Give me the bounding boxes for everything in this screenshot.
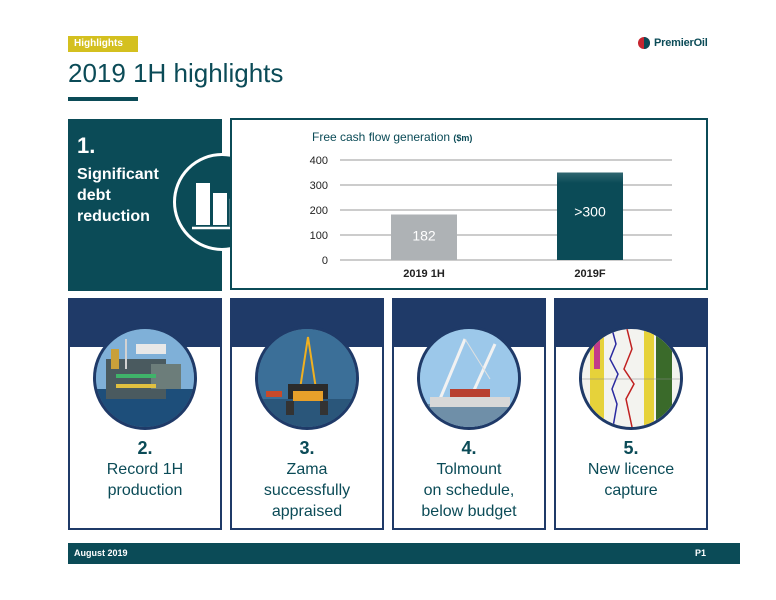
card-text-line: appraised <box>271 503 343 520</box>
highlight-card-5: 5. New licence capture <box>554 298 708 530</box>
card-text-line: New licence <box>587 461 675 478</box>
highlight-card-2: 2. Record 1H production <box>68 298 222 530</box>
well-log-photo <box>579 326 683 430</box>
logo-mark-icon <box>638 37 650 49</box>
card-number: 3. <box>299 438 315 458</box>
offshore-platform-photo <box>93 326 197 430</box>
page-title: 2019 1H highlights <box>68 58 284 88</box>
chart-unit: ($m) <box>453 133 473 143</box>
card-text: Zama successfully appraised <box>230 459 384 522</box>
card-text: New licence capture <box>554 459 708 501</box>
card-text-line: Tolmount <box>436 461 502 478</box>
free-cash-flow-chart: Free cash flow generation ($m) 400 300 200… <box>230 118 708 290</box>
y-tick-label: 400 <box>310 155 328 167</box>
y-tick-label: 100 <box>310 230 328 242</box>
card-text-line: successfully <box>263 482 351 499</box>
section-tag: Highlights <box>68 36 138 52</box>
highlight-text: Significant debt reduction <box>77 166 159 225</box>
card-text: Record 1H production <box>68 459 222 501</box>
card-text-line: Zama <box>286 461 328 478</box>
data-label: 182 <box>412 228 436 244</box>
data-label: >300 <box>574 204 606 220</box>
title-underline <box>68 97 138 101</box>
highlight-number: 1. <box>77 133 96 158</box>
company-logo: PremierOil <box>638 37 708 49</box>
card-number: 2. <box>137 438 153 458</box>
footer-bar: August 2019 P1 <box>68 543 740 564</box>
chart-plot: 400 300 200 100 0 182 2019 1H >300 2019F <box>310 155 672 280</box>
card-number: 5. <box>623 438 639 458</box>
card-text-line: Record 1H <box>106 461 184 478</box>
logo-text: PremierOil <box>654 37 708 49</box>
card-text: Tolmount on schedule, below budget <box>392 459 546 522</box>
x-tick-label: 2019 1H <box>403 268 445 280</box>
card-text-line: capture <box>604 482 658 499</box>
highlight-card-3: 3. Zama successfully appraised <box>230 298 384 530</box>
y-tick-label: 200 <box>310 205 328 217</box>
y-tick-label: 300 <box>310 180 328 192</box>
bar-2019-1h <box>391 214 457 260</box>
y-tick-label: 0 <box>322 255 328 267</box>
card-text-line: below budget <box>421 503 517 520</box>
highlight-card-4: 4. Tolmount on schedule, below budget <box>392 298 546 530</box>
bar-2019f <box>557 172 623 260</box>
footer-date: August 2019 <box>74 548 128 558</box>
page-number: P1 <box>694 548 706 558</box>
card-number: 4. <box>461 438 477 458</box>
card-text-line: production <box>107 482 183 499</box>
card-text-line: on schedule, <box>423 482 515 499</box>
chart-title: Free cash flow generation ($m) <box>312 130 473 144</box>
drilling-rig-photo <box>255 326 359 430</box>
x-tick-label: 2019F <box>574 268 605 280</box>
construction-cranes-photo <box>417 326 521 430</box>
